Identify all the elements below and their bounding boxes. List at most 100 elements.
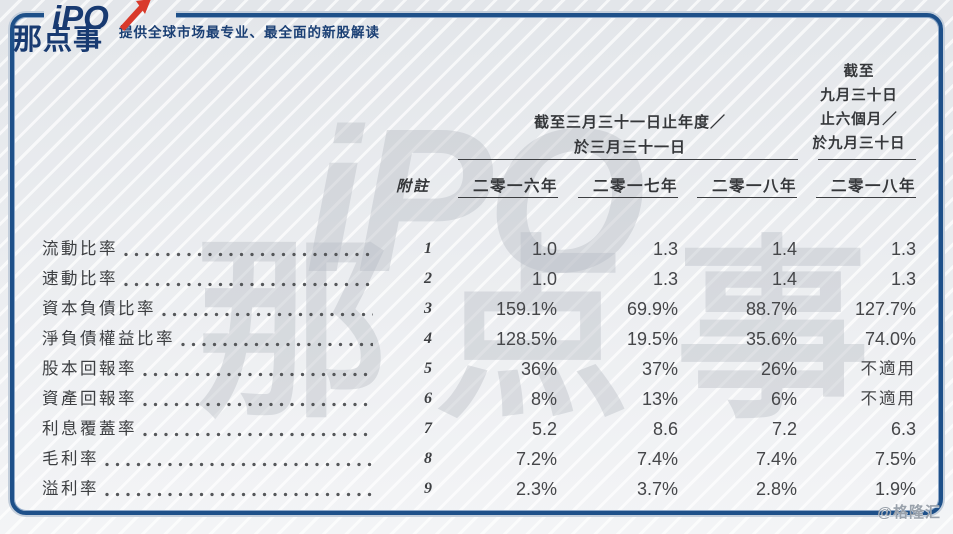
annual-period-header: 截至三月三十一日止年度／ 於三月三十一日 [455,111,805,161]
ratio-table-body: 流動比率 1 1.0 1.3 1.4 1.3 速動比率 2 1.0 1.3 1.… [42,234,916,504]
value-2018-interim: 127.7% [854,299,916,319]
year-rule-2016 [458,197,558,198]
table-row: 股本回報率 5 36% 37% 26% 不適用 [42,354,916,384]
value-2017: 1.3 [652,269,678,289]
row-note-number: 6 [424,390,432,407]
value-2017: 13% [641,389,678,409]
value-2018-interim: 7.5% [874,449,916,469]
value-2018-interim: 不適用 [860,389,916,408]
logo-brand-text: 那点事 [13,24,104,56]
row-label: 資產回報率 [42,389,137,408]
annual-group-rule [458,159,798,160]
value-2017: 69.9% [626,299,678,319]
value-2016: 36% [520,359,557,379]
row-note-number: 9 [424,480,432,497]
value-2018: 35.6% [745,329,797,349]
value-2018: 7.4% [755,449,797,469]
value-2017: 1.3 [652,239,678,259]
row-label: 毛利率 [42,449,99,468]
year-header-2018-interim: 二零一八年 [830,178,916,195]
interim-header-line: 於九月三十日 [812,136,906,152]
credit-watermark: @格隆汇 [877,504,941,521]
page-frame [10,13,943,515]
table-row: 流動比率 1 1.0 1.3 1.4 1.3 [42,234,916,264]
row-label-cell: 資產回報率 [42,384,375,414]
row-label: 溢利率 [42,479,99,498]
row-label-cell: 利息覆蓋率 [42,414,375,444]
row-label: 速動比率 [42,269,118,288]
dot-leader [143,372,373,377]
table-row: 利息覆蓋率 7 5.2 8.6 7.2 6.3 [42,414,916,444]
row-note-number: 1 [424,240,432,257]
year-rule-2017 [578,197,678,198]
value-2018: 88.7% [745,299,797,319]
value-2017: 7.4% [636,449,678,469]
row-note-number: 2 [424,270,432,287]
interim-header-line: 截至 [843,64,875,80]
value-2018-interim: 6.3 [890,419,916,439]
interim-period-header: 截至 九月三十日 止六個月／ 於九月三十日 [799,60,919,156]
value-2016: 128.5% [495,329,557,349]
value-2018: 1.4 [771,239,797,259]
value-2018: 1.4 [771,269,797,289]
dot-leader [105,462,373,467]
dot-leader [124,282,373,287]
value-2016: 8% [530,389,557,409]
value-2017: 19.5% [626,329,678,349]
dot-leader [162,312,373,317]
year-header-2016: 二零一六年 [472,178,558,195]
dot-leader [181,342,373,347]
row-label: 股本回報率 [42,359,137,378]
value-2018: 2.8% [755,479,797,499]
row-note-number: 7 [424,420,432,437]
row-label-cell: 毛利率 [42,444,375,474]
value-2016: 7.2% [515,449,557,469]
value-2017: 8.6 [652,419,678,439]
value-2018-interim: 1.3 [890,239,916,259]
dot-leader [105,492,373,497]
row-note-number: 8 [424,450,432,467]
row-label-cell: 速動比率 [42,264,375,294]
row-label-cell: 股本回報率 [42,354,375,384]
row-label: 流動比率 [42,239,118,258]
value-2018-interim: 74.0% [864,329,916,349]
year-header-2018: 二零一八年 [711,178,797,195]
interim-header-line: 止六個月／ [820,112,898,128]
row-label-cell: 流動比率 [42,234,375,264]
logo-arrow-icon [119,0,151,32]
value-2018: 7.2 [771,419,797,439]
table-row: 資產回報率 6 8% 13% 6% 不適用 [42,384,916,414]
year-rule-2018 [697,197,797,198]
value-2017: 37% [641,359,678,379]
value-2016: 5.2 [531,419,557,439]
interim-group-rule [818,159,916,160]
annual-header-line: 截至三月三十一日止年度／ [533,115,726,131]
value-2018-interim: 1.3 [890,269,916,289]
dot-leader [143,432,373,437]
table-row: 淨負債權益比率 4 128.5% 19.5% 35.6% 74.0% [42,324,916,354]
annual-header-line: 於三月三十一日 [573,140,686,156]
dot-leader [143,402,373,407]
table-row: 資本負債比率 3 159.1% 69.9% 88.7% 127.7% [42,294,916,324]
row-label: 資本負債比率 [42,299,156,318]
value-2017: 3.7% [636,479,678,499]
row-label-cell: 資本負債比率 [42,294,375,324]
brand-tagline: 提供全球市场最专业、最全面的新股解读 [119,25,380,40]
year-header-2017: 二零一七年 [592,178,678,195]
logo-background [44,5,176,57]
table-row: 速動比率 2 1.0 1.3 1.4 1.3 [42,264,916,294]
interim-header-line: 九月三十日 [820,88,898,104]
year-rule-2018-interim [816,197,916,198]
dot-leader [124,252,373,257]
row-note-number: 4 [424,330,432,347]
value-2016: 159.1% [495,299,557,319]
logo-ipo-text: iPO [52,0,109,36]
row-label: 淨負債權益比率 [42,329,175,348]
note-column-header: 附註 [396,179,431,195]
table-row: 溢利率 9 2.3% 3.7% 2.8% 1.9% [42,474,916,504]
value-2018-interim: 不適用 [860,359,916,378]
value-2016: 2.3% [515,479,557,499]
row-note-number: 3 [424,300,432,317]
row-label: 利息覆蓋率 [42,419,137,438]
